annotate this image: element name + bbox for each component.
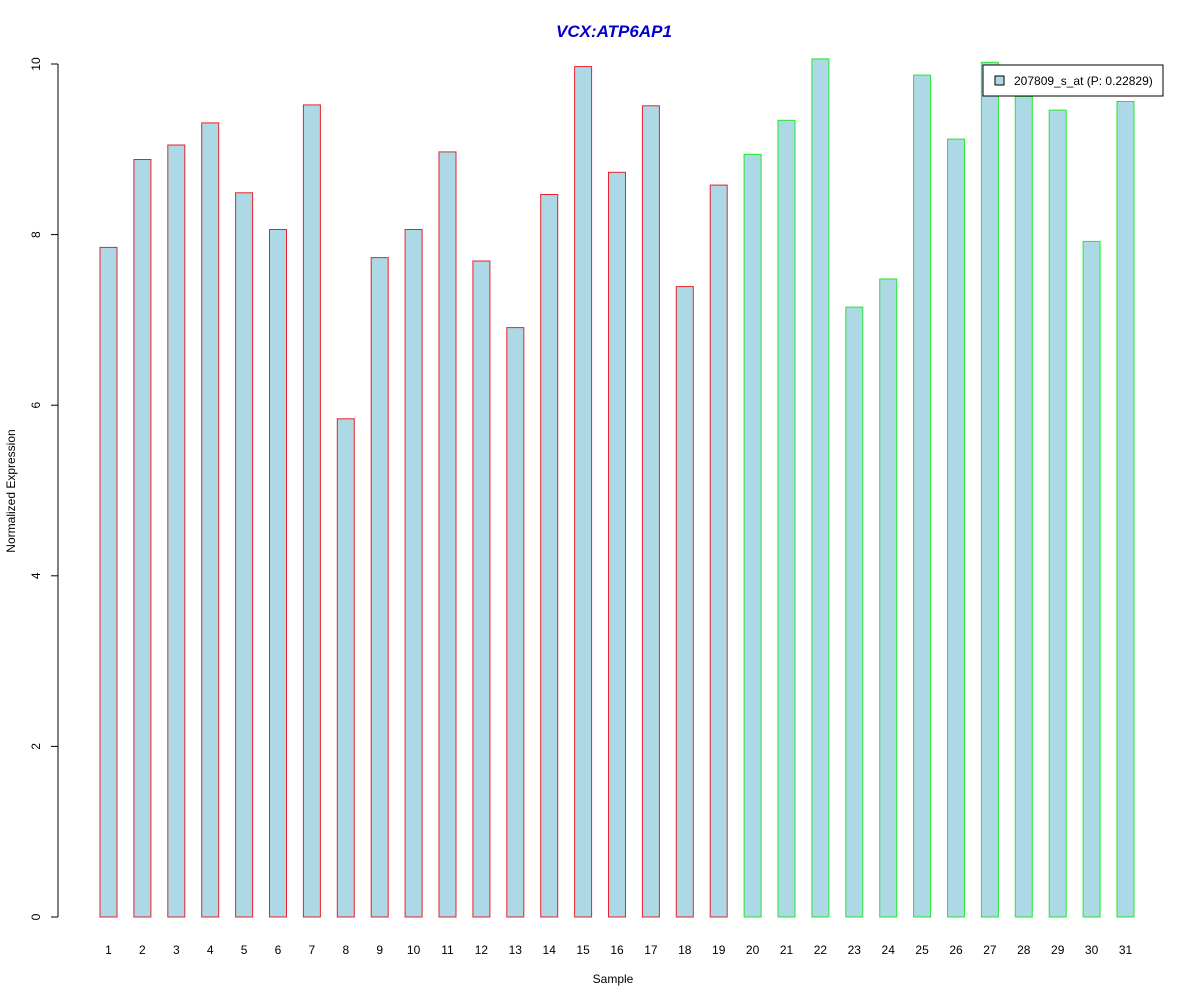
x-tick-label: 10	[407, 943, 421, 957]
bar-sample-8	[336, 418, 355, 918]
bar-sample-15	[574, 66, 593, 918]
chart-title: VCX:ATP6AP1	[556, 22, 672, 41]
x-tick-labels: 1 2 3 4 5 6 7 8 9 10 11 12 13 14 15 16 17 18 19 20 21 22 23 24 2…	[105, 943, 1132, 957]
bar-sample-30	[1082, 240, 1101, 918]
bar-sample-22	[811, 58, 830, 918]
x-tick-label: 2	[139, 943, 146, 957]
x-tick-label: 7	[309, 943, 316, 957]
bar-sample-11	[438, 151, 457, 918]
y-tick-label: 4	[29, 572, 43, 579]
bar-sample-26	[947, 138, 965, 918]
y-axis-label: Normalized Expression	[4, 429, 18, 552]
bar-sample-24	[879, 278, 898, 918]
bar-sample-29	[1048, 109, 1067, 918]
x-tick-label: 25	[915, 943, 929, 957]
y-tick-label: 6	[29, 402, 43, 409]
bar-sample-4	[201, 122, 220, 918]
x-tick-label: 13	[509, 943, 523, 957]
bar-sample-6	[269, 229, 287, 918]
y-tick-label: 8	[29, 231, 43, 238]
x-tick-label: 12	[475, 943, 489, 957]
x-tick-label: 9	[376, 943, 383, 957]
y-tick-label: 0	[29, 913, 43, 920]
y-axis: 0 2 4 6 8 10	[29, 57, 59, 920]
x-tick-label: 27	[983, 943, 997, 957]
x-tick-label: 15	[576, 943, 590, 957]
bar-sample-1	[99, 246, 118, 918]
bar-sample-13	[506, 327, 525, 918]
bar-sample-21	[777, 119, 796, 918]
legend-swatch	[994, 75, 1005, 86]
bar-sample-14	[540, 194, 559, 918]
x-tick-label: 23	[848, 943, 862, 957]
x-tick-label: 30	[1085, 943, 1099, 957]
bar-sample-23	[845, 306, 864, 918]
bar-sample-2	[133, 159, 152, 918]
bar-sample-25	[913, 74, 932, 918]
y-tick-label: 10	[29, 57, 43, 71]
bar-sample-19	[709, 184, 728, 918]
x-tick-label: 21	[780, 943, 794, 957]
legend: 207809_s_at (P: 0.22829)	[982, 64, 1164, 97]
bar-sample-7	[302, 104, 321, 918]
bar-sample-28	[1014, 95, 1033, 918]
x-tick-label: 22	[814, 943, 828, 957]
x-tick-label: 24	[882, 943, 896, 957]
x-tick-label: 1	[105, 943, 112, 957]
x-tick-label: 14	[543, 943, 557, 957]
x-tick-label: 31	[1119, 943, 1133, 957]
bar-sample-18	[675, 286, 694, 918]
x-tick-label: 5	[241, 943, 248, 957]
x-tick-label: 20	[746, 943, 760, 957]
bar-sample-12	[472, 260, 491, 918]
bar-sample-31	[1116, 101, 1135, 918]
x-tick-label: 26	[949, 943, 963, 957]
legend-box	[982, 64, 1164, 97]
bar-sample-5	[235, 192, 254, 918]
bar-sample-16	[608, 171, 626, 918]
bar-sample-3	[167, 144, 186, 918]
x-tick-label: 11	[441, 943, 454, 957]
x-tick-label: 19	[712, 943, 726, 957]
x-tick-label: 18	[678, 943, 692, 957]
x-tick-label: 28	[1017, 943, 1031, 957]
x-axis-label: Sample	[593, 972, 634, 986]
x-tick-label: 17	[644, 943, 658, 957]
bar-sample-9	[370, 257, 389, 918]
legend-label: 207809_s_at (P: 0.22829)	[1014, 74, 1153, 88]
bar-sample-20	[743, 153, 762, 918]
x-tick-label: 29	[1051, 943, 1065, 957]
bar-sample-10	[404, 229, 423, 918]
y-tick-label: 2	[29, 743, 43, 750]
x-tick-label: 6	[275, 943, 282, 957]
x-tick-label: 4	[207, 943, 214, 957]
x-tick-label: 3	[173, 943, 180, 957]
bar-sample-17	[641, 105, 660, 918]
x-tick-label: 8	[342, 943, 349, 957]
bars-group	[99, 58, 1135, 918]
x-tick-label: 16	[610, 943, 624, 957]
bar-sample-27	[980, 61, 999, 918]
